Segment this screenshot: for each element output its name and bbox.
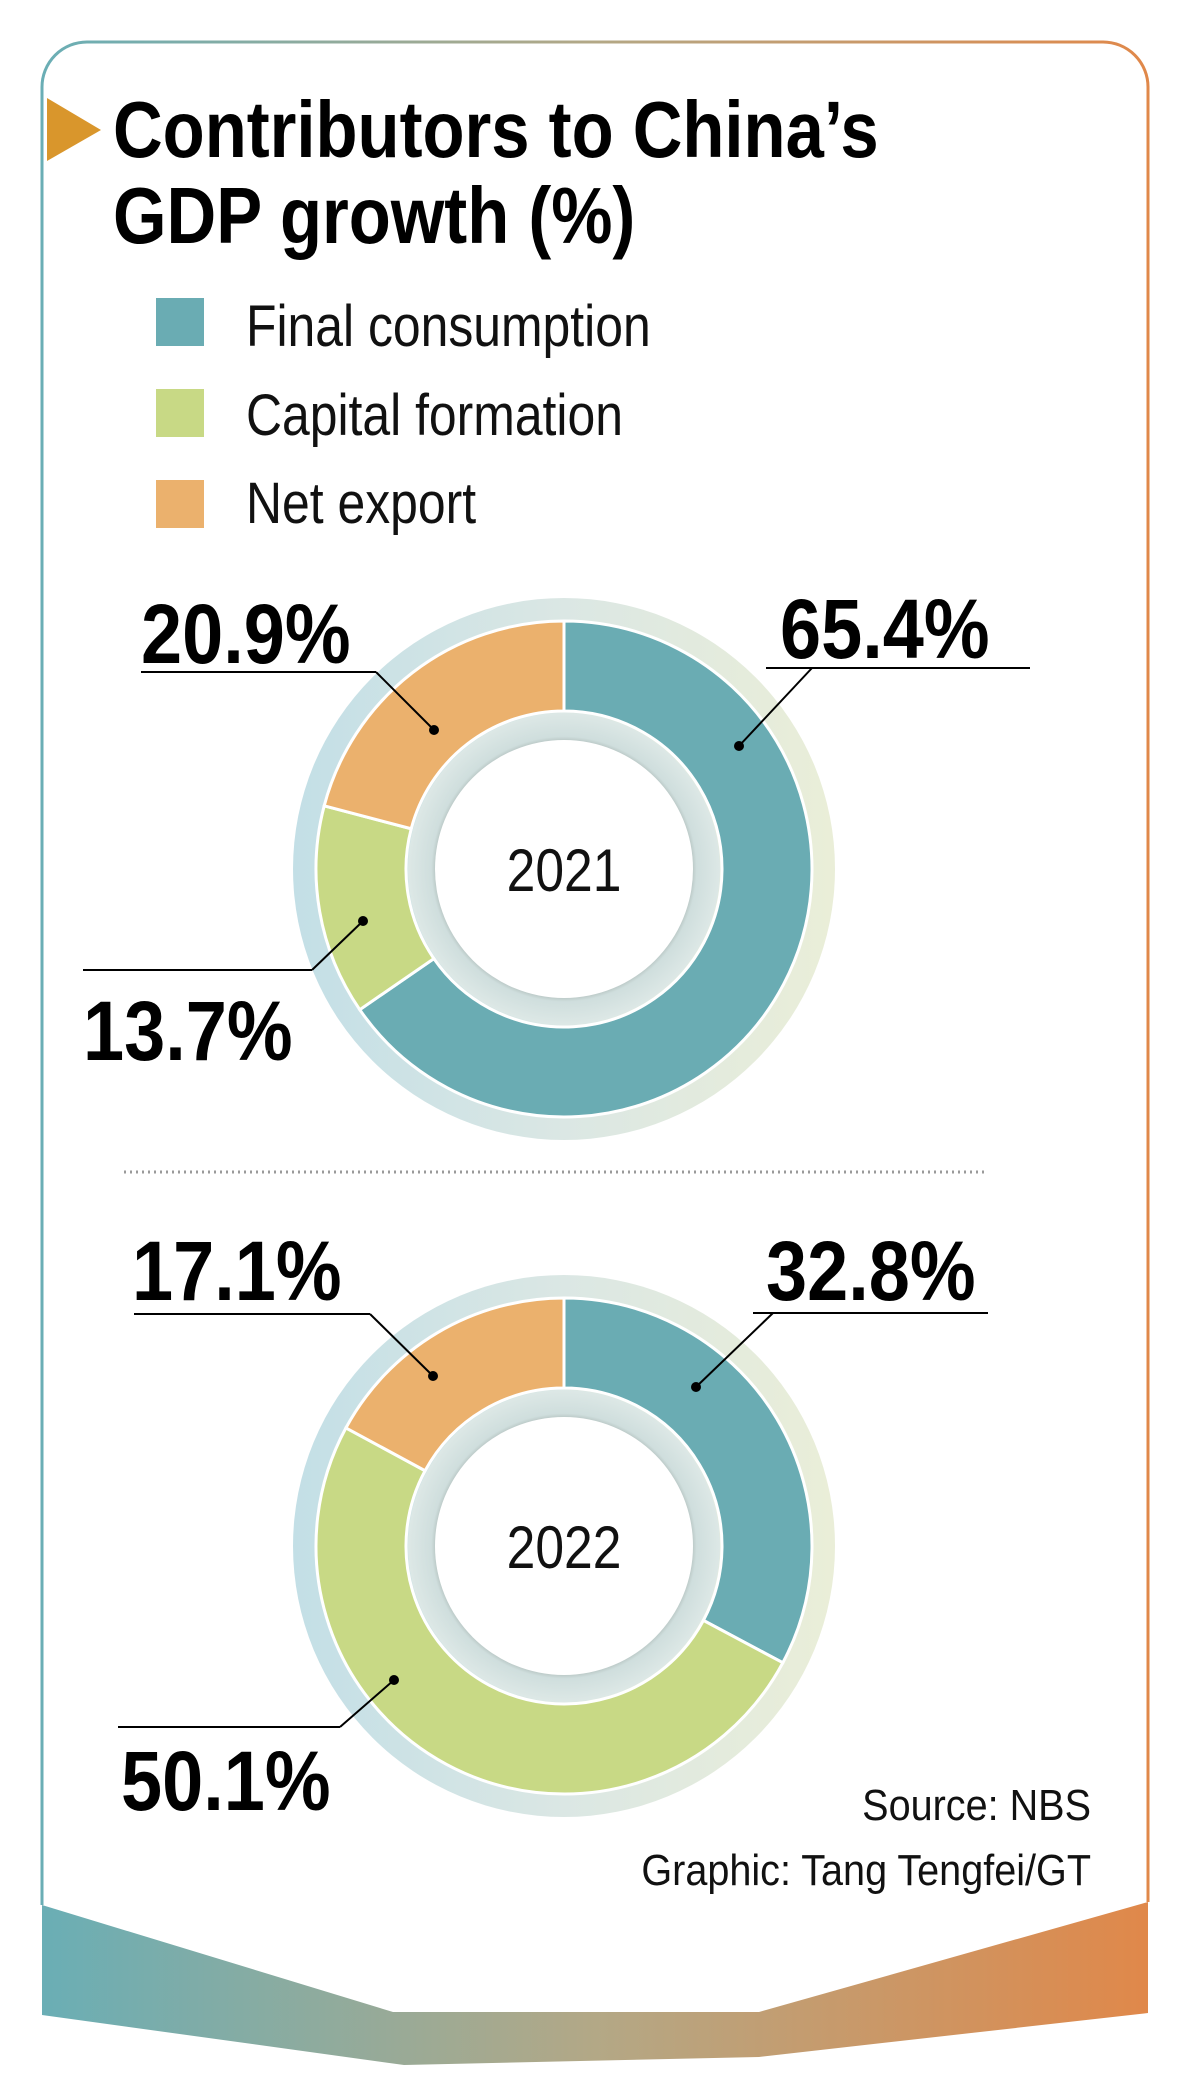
leader-dot: [389, 1675, 399, 1685]
source-text: Source: NBS: [862, 1780, 1091, 1829]
leader-line: [738, 667, 813, 747]
legend-swatch-final-consumption: [156, 298, 204, 346]
leader-dot: [428, 1371, 438, 1381]
value-label-net-export: 20.9%: [141, 587, 351, 681]
legend-label-capital-formation: Capital formation: [246, 384, 623, 448]
donut-center: [435, 740, 693, 998]
value-label-final-consumption: 32.8%: [766, 1224, 976, 1318]
frame-border: [40, 40, 1150, 1905]
value-label-capital-formation: 13.7%: [83, 984, 293, 1078]
legend: Final consumption Capital formation Net …: [156, 295, 651, 536]
leader-line: [369, 1313, 434, 1377]
leader-line: [375, 671, 435, 731]
donut-year-label: 2021: [507, 836, 622, 904]
legend-swatch-capital-formation: [156, 389, 204, 437]
credit-text: Graphic: Tang Tengfei/GT: [641, 1845, 1091, 1894]
title-line-1: Contributors to China’s: [113, 84, 879, 174]
slice-final-consumption: [562, 1296, 814, 1665]
donut-year-label: 2022: [507, 1513, 622, 1581]
title-line-2: GDP growth (%): [113, 170, 635, 260]
value-label-capital-formation: 50.1%: [121, 1734, 331, 1828]
value-label-final-consumption: 65.4%: [780, 582, 990, 676]
title-triangle-icon: [47, 98, 101, 161]
slice-net-export: [343, 1296, 566, 1473]
leader-dot: [734, 741, 744, 751]
slice-final-consumption: [357, 619, 814, 1119]
value-label-net-export: 17.1%: [132, 1224, 342, 1318]
legend-label-final-consumption: Final consumption: [246, 295, 651, 359]
slice-net-export: [322, 619, 566, 831]
donut-center: [435, 1417, 693, 1675]
legend-label-net-export: Net export: [246, 472, 476, 536]
leader-line: [695, 1312, 774, 1388]
bottom-ribbon: [42, 1902, 1148, 2065]
donut-2022: 2022 32.8% 50.1% 17.1%: [118, 1224, 988, 1828]
donut-2021: 2021 65.4% 13.7% 20.9%: [83, 582, 1030, 1140]
leader-line: [311, 920, 364, 971]
leader-line: [339, 1679, 395, 1728]
slice-capital-formation: [314, 1425, 785, 1796]
leader-dot: [691, 1382, 701, 1392]
leader-dot: [358, 916, 368, 926]
leader-dot: [429, 725, 439, 735]
legend-swatch-net-export: [156, 480, 204, 528]
